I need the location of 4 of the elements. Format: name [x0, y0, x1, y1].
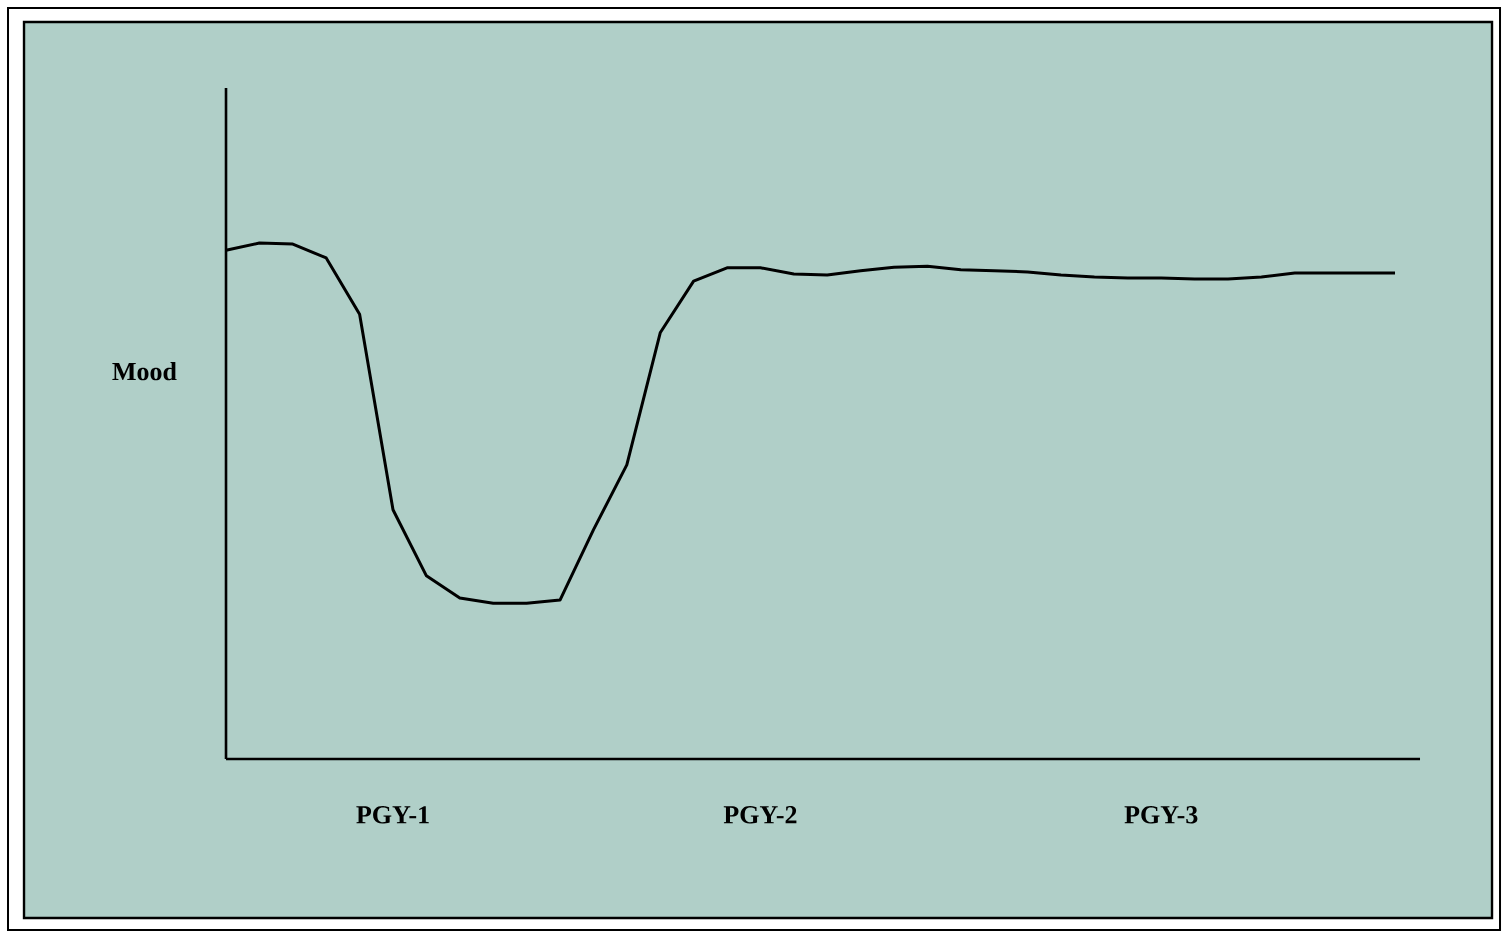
x-tick-label: PGY-2 [723, 806, 797, 824]
y-axis-title: Mood [112, 362, 177, 381]
x-tick-label: PGY-1 [356, 806, 429, 824]
x-tick-label: PGY-3 [1124, 806, 1198, 824]
